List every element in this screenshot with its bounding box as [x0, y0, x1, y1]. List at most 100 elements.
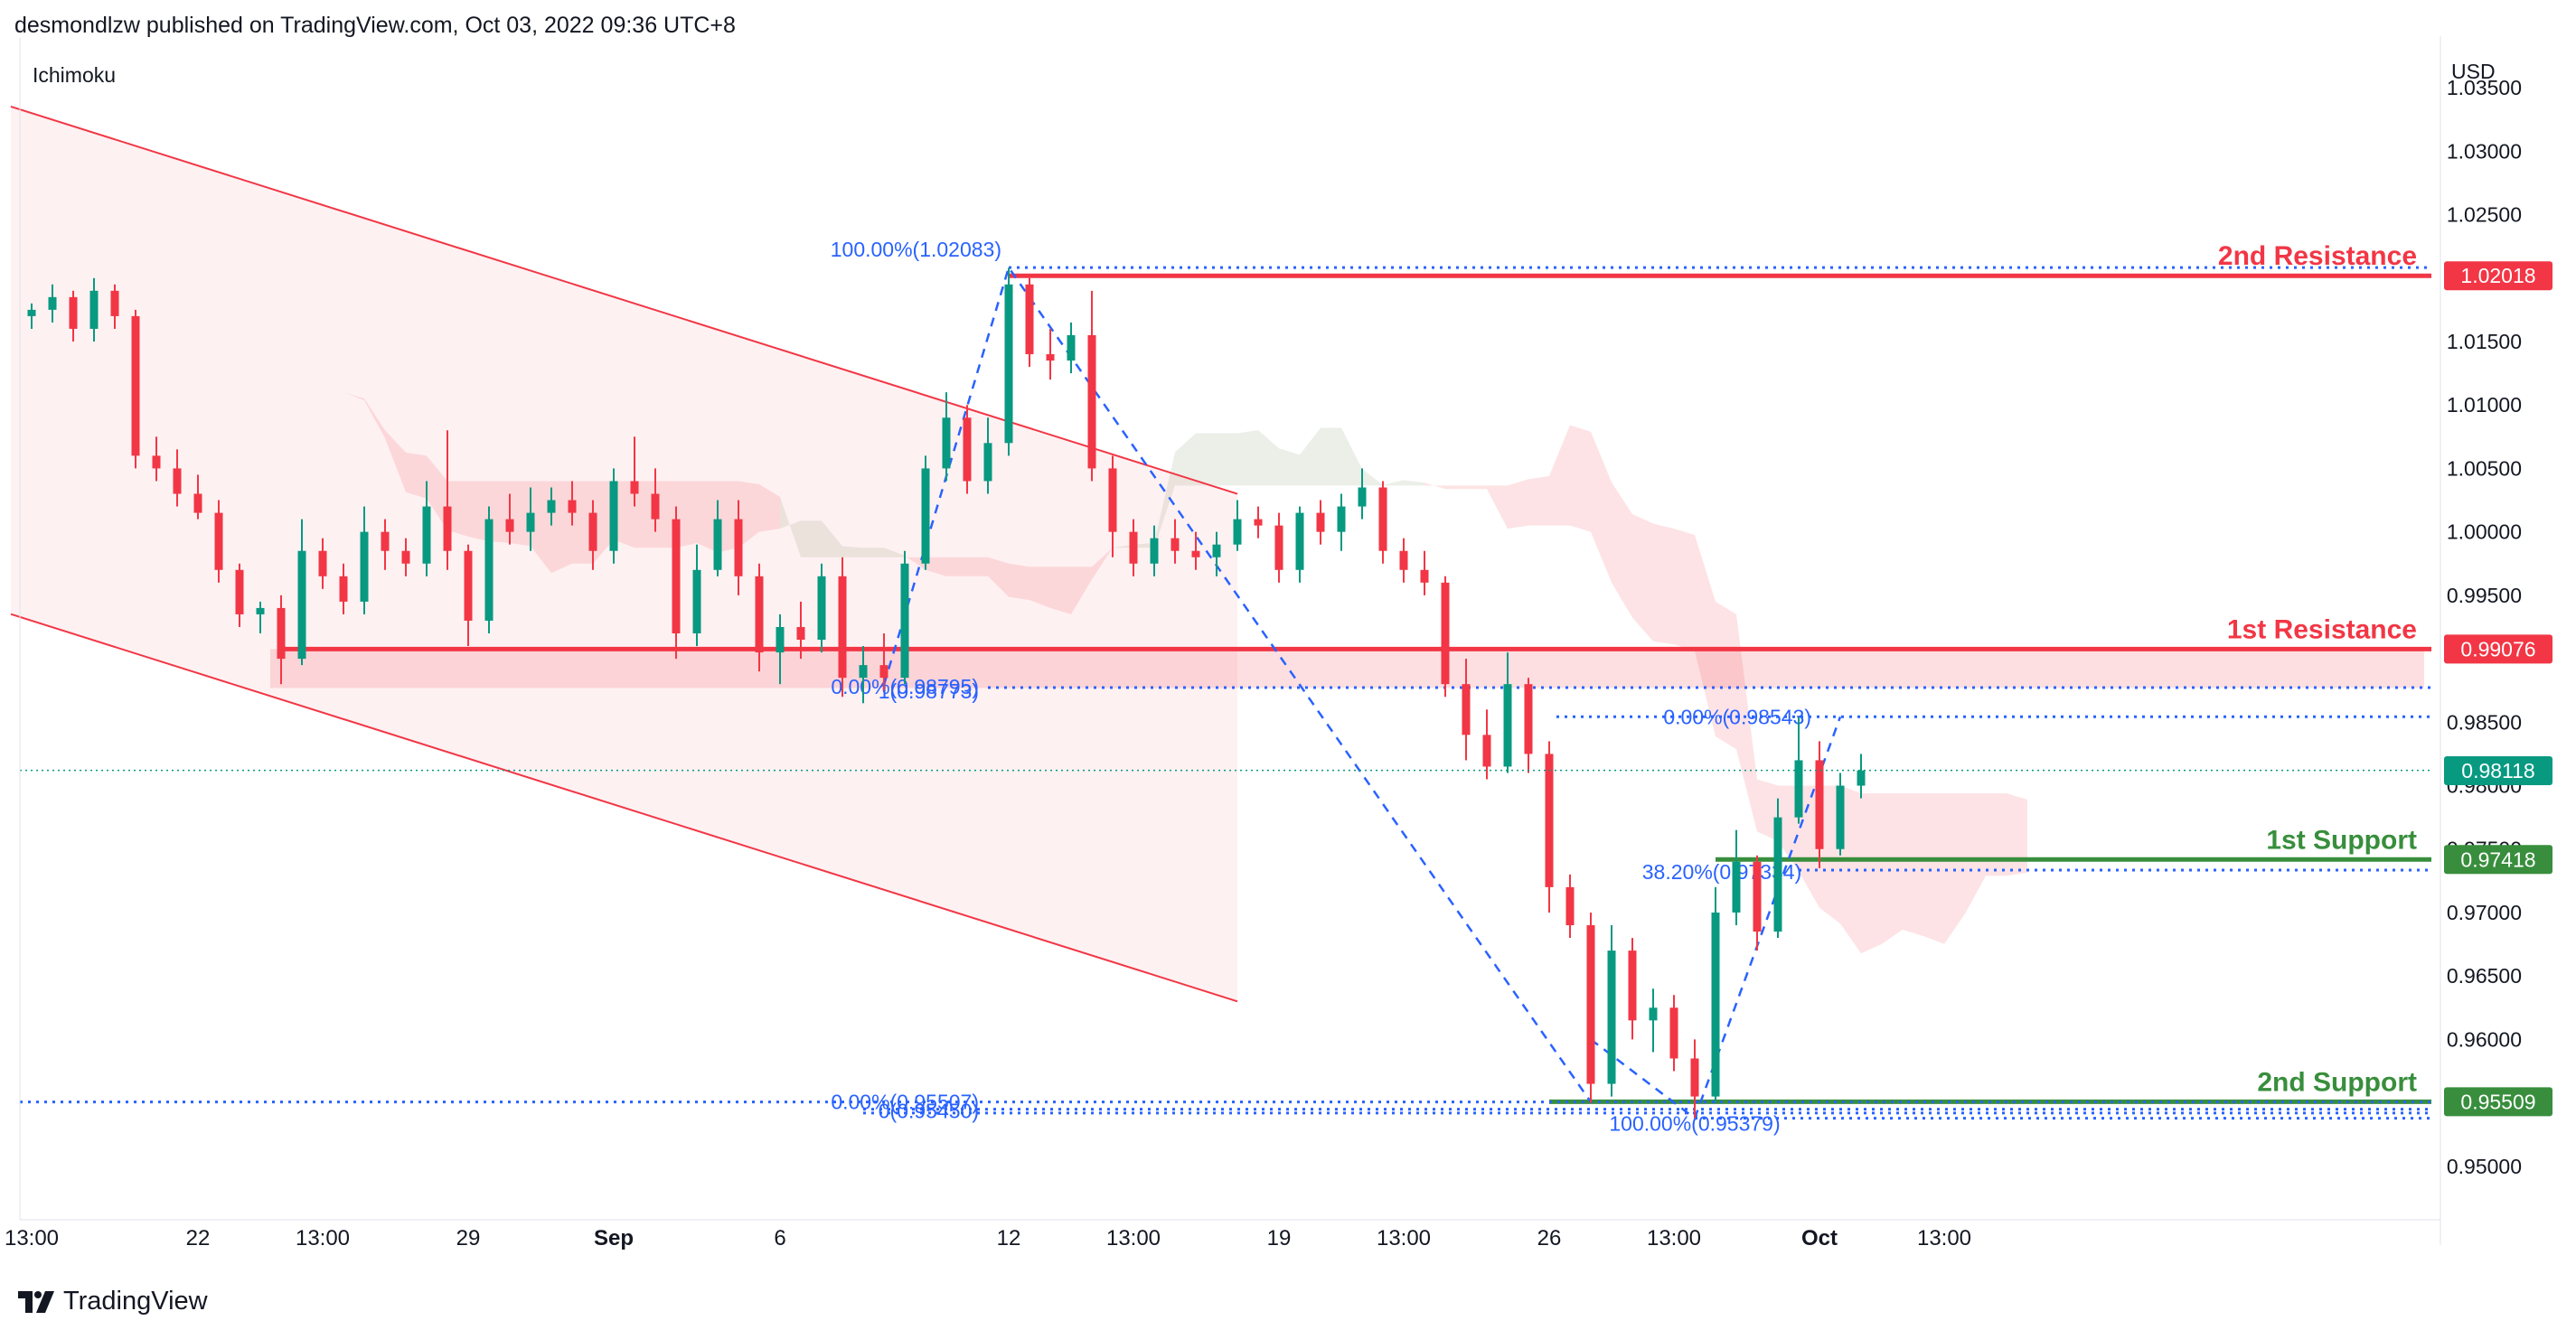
tradingview-brand[interactable]: TradingView: [18, 1287, 208, 1316]
candle-body: [1815, 760, 1824, 849]
y-tick-label: 0.98500: [2447, 710, 2522, 734]
candle-body: [173, 468, 182, 494]
candle-body: [963, 417, 972, 482]
candle: [1046, 328, 1055, 380]
fib-label: 0(0.95450): [879, 1100, 979, 1123]
candle: [1815, 741, 1824, 868]
candle-body: [1108, 468, 1117, 532]
x-tick-label: 13:00: [1377, 1226, 1431, 1250]
candle: [776, 613, 785, 685]
ichimoku-cloud-segment: [1404, 480, 1424, 486]
candle: [547, 487, 556, 526]
x-tick-label: 13:00: [5, 1226, 59, 1250]
ichimoku-cloud-segment: [1009, 563, 1029, 601]
level-label: 1st Support: [2266, 825, 2417, 855]
candle: [297, 519, 306, 666]
candle: [630, 436, 639, 507]
candle-body: [297, 550, 306, 660]
ichimoku-cloud-segment: [1445, 485, 1466, 490]
ichimoku-cloud-segment: [1736, 613, 1757, 832]
ichimoku-cloud-segment: [676, 481, 697, 548]
ichimoku-cloud-segment: [1549, 425, 1570, 526]
y-tick-label: 0.97000: [2447, 901, 2522, 924]
candle-body: [339, 576, 348, 602]
candles-layer: [20, 267, 2431, 1119]
candle: [193, 474, 202, 520]
candle: [131, 309, 140, 469]
candle: [1836, 773, 1845, 856]
candle: [713, 500, 722, 576]
candle-body: [609, 481, 618, 551]
candle-body: [422, 506, 431, 564]
ichimoku-cloud-layer: [198, 306, 2027, 954]
candle-body: [1857, 770, 1866, 786]
candle-body: [796, 626, 805, 641]
fib-swing-line: [1590, 716, 1842, 1120]
candle: [1482, 709, 1491, 780]
candle: [173, 449, 182, 507]
candle-body: [360, 531, 369, 602]
candle: [381, 519, 390, 570]
price-tag-text: 1.02018: [2460, 264, 2535, 287]
candle: [505, 493, 514, 545]
ichimoku-cloud-segment: [427, 455, 447, 530]
ichimoku-cloud-segment: [1050, 567, 1071, 614]
candle-body: [1233, 519, 1242, 545]
candle-body: [318, 550, 327, 576]
ichimoku-cloud-segment: [593, 481, 614, 564]
candle-body: [1753, 861, 1762, 932]
resistance-zone: [270, 649, 2424, 688]
price-tag-box: [2444, 1087, 2552, 1117]
candle-body: [713, 519, 722, 570]
ichimoku-cloud-segment: [635, 481, 655, 548]
fib-label: 0.00%(0.98543): [1663, 705, 1811, 728]
candle: [1628, 938, 1637, 1040]
candle-body: [817, 576, 826, 641]
candle-body: [1337, 506, 1346, 532]
ichimoku-cloud-segment: [1258, 429, 1279, 486]
candle: [1129, 519, 1138, 576]
candle: [1649, 988, 1658, 1053]
candle: [48, 284, 57, 323]
channel-upper-line: [10, 105, 1238, 495]
y-tick-label: 1.02500: [2447, 203, 2522, 227]
level-label: 2nd Support: [2257, 1067, 2417, 1097]
candle-body: [526, 512, 535, 532]
candle-body: [900, 563, 909, 679]
indicator-legend[interactable]: Ichimoku: [33, 63, 117, 87]
tradingview-logo-icon: [18, 1290, 54, 1313]
fibonacci-layer: 100.00%(1.02083)0.00%(0.98795)1(0.98773)…: [20, 238, 2431, 1136]
candle-body: [1295, 512, 1304, 570]
x-tick-label: Sep: [594, 1226, 634, 1250]
ichimoku-cloud-segment: [1237, 429, 1258, 486]
candle-body: [1462, 684, 1471, 735]
ichimoku-cloud-segment: [1321, 427, 1341, 486]
candle: [526, 487, 535, 551]
ichimoku-cloud-segment: [1175, 433, 1196, 486]
price-tag: 0.95509: [2444, 1087, 2552, 1117]
ichimoku-cloud-segment: [572, 481, 593, 564]
price-tag: 0.97418: [2444, 845, 2552, 875]
candle-body: [1711, 912, 1720, 1097]
price-tag-text: 0.97418: [2460, 848, 2535, 871]
x-tick-label: 13:00: [1106, 1226, 1161, 1250]
ichimoku-cloud-segment: [1653, 523, 1674, 645]
ichimoku-cloud-segment: [1903, 792, 1923, 936]
candle-body: [672, 519, 681, 633]
candle-body: [27, 309, 36, 316]
candle: [859, 646, 868, 704]
ichimoku-cloud-segment: [884, 548, 905, 557]
ichimoku-cloud-segment: [1612, 482, 1632, 618]
candle-body: [1087, 334, 1096, 469]
ichimoku-cloud-segment: [1861, 792, 1882, 954]
ichimoku-cloud-segment: [1965, 792, 1986, 914]
candle-body: [1836, 785, 1845, 849]
candle: [734, 500, 743, 595]
candle-body: [1649, 1007, 1658, 1021]
candle: [1337, 493, 1346, 551]
x-tick-label: 19: [1267, 1226, 1292, 1250]
ichimoku-cloud-segment: [1113, 544, 1133, 548]
fib-swing-line: [882, 265, 1593, 1103]
fib-label: 1(0.98773): [879, 679, 979, 703]
